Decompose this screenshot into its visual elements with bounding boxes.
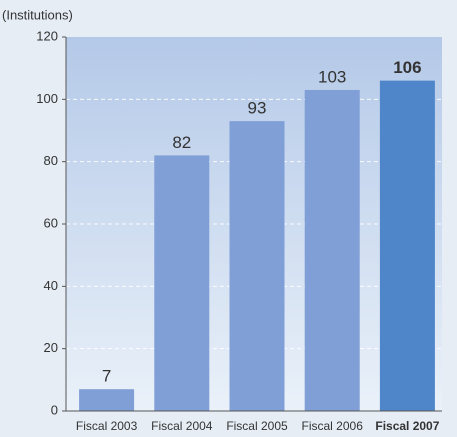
- value-label: 93: [248, 99, 267, 118]
- y-tick-label: 0: [51, 402, 58, 417]
- value-label: 103: [318, 67, 346, 86]
- y-tick-label: 100: [36, 91, 58, 106]
- bar: [304, 89, 360, 411]
- value-label: 82: [172, 133, 191, 152]
- bar: [79, 389, 135, 411]
- x-tick-label: Fiscal 2007: [375, 419, 439, 433]
- bar: [379, 80, 435, 411]
- y-tick-label: 120: [36, 28, 58, 43]
- x-tick-label: Fiscal 2006: [302, 419, 364, 433]
- bar: [229, 121, 285, 412]
- x-tick-label: Fiscal 2004: [151, 419, 213, 433]
- y-axis-label: (Institutions): [2, 7, 73, 22]
- x-tick-label: Fiscal 2005: [226, 419, 288, 433]
- y-tick-label: 80: [44, 153, 58, 168]
- y-tick-label: 60: [44, 215, 58, 230]
- y-tick-label: 20: [44, 340, 58, 355]
- value-label: 7: [102, 367, 111, 386]
- x-tick-label: Fiscal 2003: [76, 419, 138, 433]
- bar: [154, 155, 210, 411]
- value-label: 106: [393, 58, 421, 77]
- y-tick-label: 40: [44, 278, 58, 293]
